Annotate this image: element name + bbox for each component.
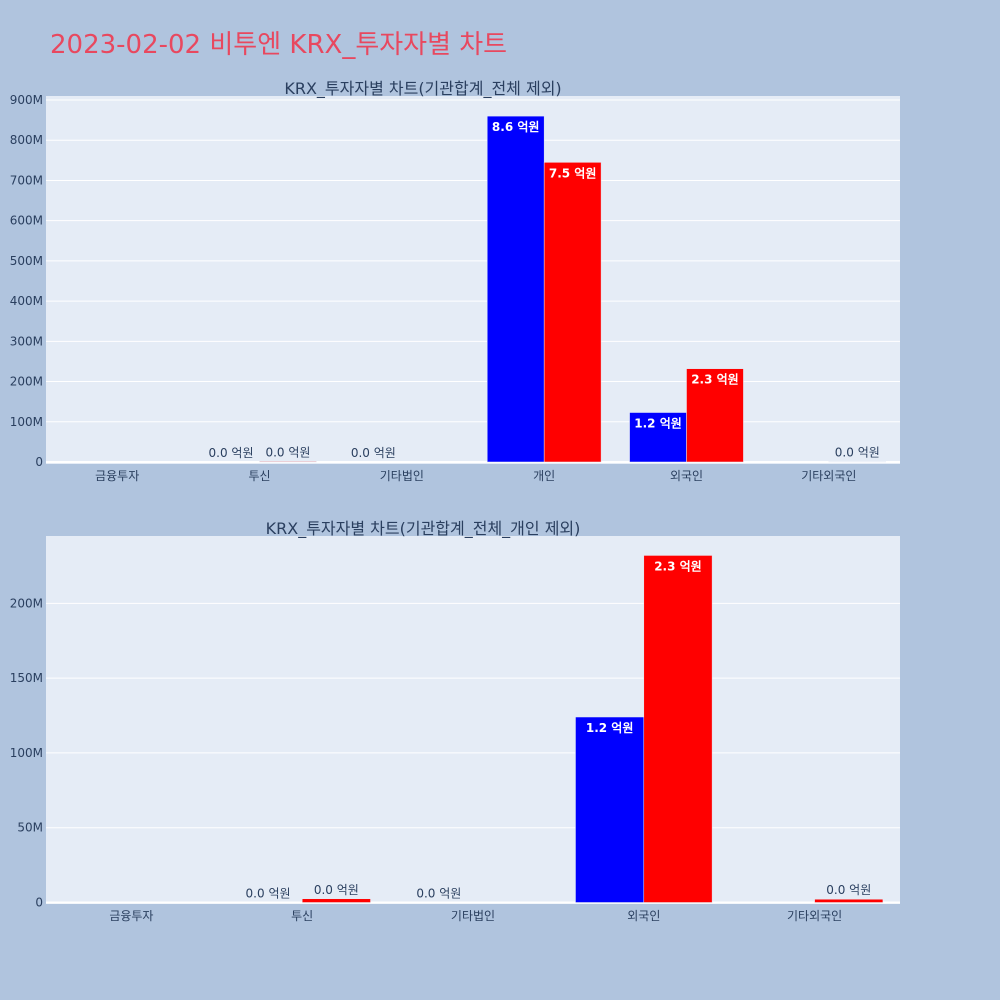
data-label: 2.3 억원 [654, 559, 702, 573]
bar [686, 368, 744, 463]
y-tick-label: 200M [10, 375, 43, 389]
y-tick-label: 700M [10, 173, 43, 187]
chart-top: 0 100M 200M 300M 400M 500M 600M 700M 800M 900M KRX… [10, 79, 900, 483]
x-tick-label: 기타법인 [380, 469, 424, 483]
y-tick-label: 50M [17, 821, 43, 835]
x-tick-label: 개인 [533, 469, 555, 483]
x-tick-label: 투신 [248, 469, 270, 483]
data-label: 1.2 억원 [586, 721, 634, 735]
y-tick-label: 400M [10, 294, 43, 308]
bar [301, 898, 371, 903]
x-tick-label: 금융투자 [95, 469, 139, 483]
y-tick-label: 500M [10, 254, 43, 268]
y-tick-label: 100M [10, 746, 43, 760]
y-tick-label: 600M [10, 214, 43, 228]
y-tick-label: 300M [10, 334, 43, 348]
x-tick-label: 금융투자 [109, 909, 153, 923]
data-label: 0.0 억원 [209, 446, 254, 460]
x-tick-label: 외국인 [627, 909, 660, 923]
data-label: 0.0 억원 [416, 887, 461, 901]
x-tick-label: 투신 [291, 909, 313, 923]
y-tick-label: 800M [10, 133, 43, 147]
x-tick-label: 기타외국인 [787, 909, 842, 923]
y-tick-label: 100M [10, 415, 43, 429]
data-label: 7.5 억원 [549, 166, 597, 180]
x-tick-label: 외국인 [670, 469, 703, 483]
plot-area [46, 96, 900, 464]
y-tick-label: 200M [10, 596, 43, 610]
data-label: 8.6 억원 [492, 120, 540, 134]
data-label: 0.0 억원 [314, 883, 359, 897]
data-label: 0.0 억원 [351, 446, 396, 460]
bar [543, 162, 602, 463]
y-tick-label: 0 [35, 896, 43, 910]
data-label: 0.0 억원 [265, 445, 310, 459]
bar [575, 716, 645, 903]
data-label: 1.2 억원 [634, 417, 682, 431]
x-tick-label: 기타외국인 [801, 469, 856, 483]
plot-area [46, 536, 900, 904]
chart-title: KRX_투자자별 차트(기관합계_전체 제외) [284, 79, 561, 99]
x-tick-label: 기타법인 [451, 909, 495, 923]
y-tick-label: 0 [35, 455, 43, 469]
y-tick-label: 900M [10, 93, 43, 107]
data-label: 0.0 억원 [246, 887, 291, 901]
bar [814, 898, 884, 903]
data-label: 0.0 억원 [826, 883, 871, 897]
bar [486, 115, 545, 463]
data-label: 2.3 억원 [691, 373, 739, 387]
y-tick-label: 150M [10, 671, 43, 685]
chart-title: KRX_투자자별 차트(기관합계_전체_개인 제외) [266, 519, 581, 539]
chart-bottom: 0 50M 100M 150M 200M KRX_투자자별 차트(기관합계_전체_개인 제… [10, 519, 900, 923]
bar [259, 461, 317, 463]
data-label: 0.0 억원 [835, 446, 880, 460]
page-title: 2023-02-02 비투엔 KRX_투자자별 차트 [50, 30, 508, 60]
bar [643, 555, 713, 903]
